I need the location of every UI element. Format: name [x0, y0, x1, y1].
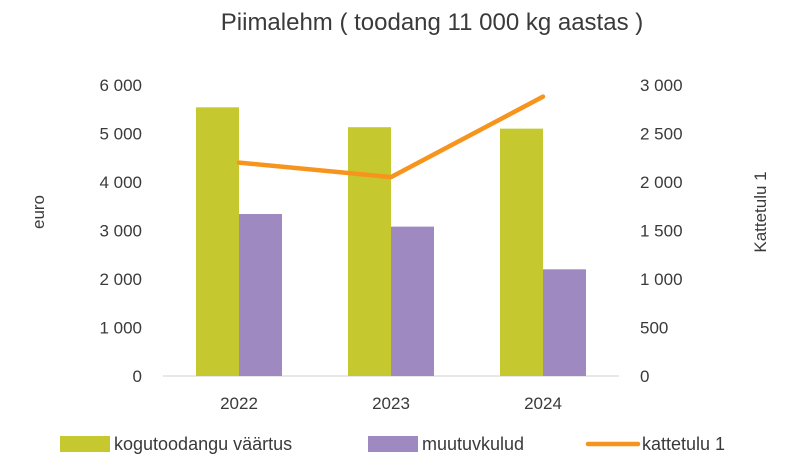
y2-tick-label: 3 000 [640, 76, 683, 95]
y-tick-label: 3 000 [99, 222, 142, 241]
legend: kogutoodangu väärtus muutuvkulud kattetulu… [60, 434, 725, 454]
chart-title: Piimalehm ( toodang 11 000 kg aastas ) [221, 9, 643, 36]
y2-tick-label: 2 500 [640, 125, 683, 144]
y-tick-label: 1 000 [99, 319, 142, 338]
x-tick-label: 2024 [524, 394, 562, 413]
bars [196, 107, 586, 376]
y-tick-label: 6 000 [99, 76, 142, 95]
y-axis-label: euro [29, 195, 48, 229]
y2-tick-label: 500 [640, 319, 668, 338]
bar-muutuvkulud-2023 [391, 226, 434, 376]
bar-kogutoodangu-väärtus-2022 [196, 107, 239, 376]
legend-label: kattetulu 1 [642, 434, 725, 454]
lines [236, 94, 546, 180]
line-kattetulu-1 [236, 94, 546, 180]
bar-kogutoodangu-väärtus-2024 [500, 128, 543, 376]
legend-swatch [368, 436, 418, 452]
y2-tick-label: 2 000 [640, 173, 683, 192]
bar-muutuvkulud-2024 [543, 269, 586, 376]
axes: 0 1 000 2 000 3 000 4 000 5 000 6 000 0 500 1 000… [99, 76, 682, 413]
y-tick-label: 4 000 [99, 173, 142, 192]
legend-label: muutuvkulud [422, 434, 524, 454]
x-tick-label: 2022 [220, 394, 258, 413]
y2-axis-label: Kattetulu 1 [751, 171, 770, 252]
bar-muutuvkulud-2022 [239, 214, 282, 376]
x-tick-label: 2023 [372, 394, 410, 413]
y-tick-label: 2 000 [99, 270, 142, 289]
y-tick-label: 0 [133, 367, 142, 386]
legend-label: kogutoodangu väärtus [114, 434, 292, 454]
bar-kogutoodangu-väärtus-2023 [348, 127, 391, 376]
y2-tick-label: 0 [640, 367, 649, 386]
y2-tick-label: 1 500 [640, 222, 683, 241]
legend-swatch [60, 436, 110, 452]
y-tick-label: 5 000 [99, 125, 142, 144]
y2-tick-label: 1 000 [640, 270, 683, 289]
